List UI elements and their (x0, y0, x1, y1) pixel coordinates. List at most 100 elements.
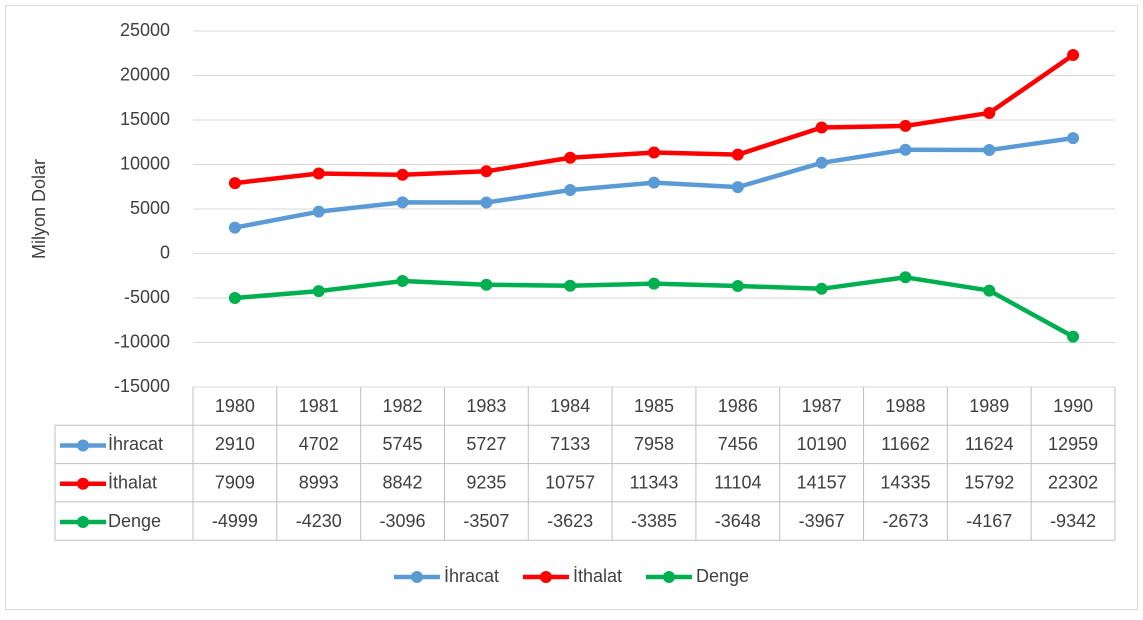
legend-key-marker (539, 571, 552, 583)
table-legend-key-marker (77, 477, 89, 490)
y-axis-label: Milyon Dolar (29, 159, 49, 259)
y-tick-label: 20000 (120, 64, 170, 84)
marker (396, 196, 409, 209)
marker (648, 277, 660, 290)
table-row-label: İhracat (108, 434, 163, 454)
table-cell: -3096 (380, 511, 426, 531)
marker (731, 181, 744, 194)
table-cell: 22302 (1048, 473, 1098, 493)
table-cell: 11624 (965, 434, 1014, 454)
table-cell: 11662 (881, 434, 930, 454)
table-cell: 7456 (718, 434, 758, 454)
marker (480, 165, 493, 178)
marker (228, 177, 241, 190)
table-cell: 7133 (550, 434, 590, 454)
legend-label: İhracat (444, 566, 499, 586)
x-tick-label: 1987 (802, 396, 842, 416)
x-tick-label: 1980 (215, 396, 255, 416)
x-tick-label: 1981 (299, 396, 339, 416)
table-cell: 11104 (714, 473, 761, 493)
x-tick-label: 1982 (383, 396, 423, 416)
table-cell: -3385 (631, 511, 677, 531)
marker (648, 146, 660, 159)
legend-key-marker (663, 571, 676, 583)
table-cell: -3648 (715, 511, 761, 531)
y-tick-label: 5000 (130, 198, 170, 218)
table-legend-key-marker (77, 439, 89, 452)
marker (564, 151, 577, 164)
x-tick-label: 1989 (969, 396, 1009, 416)
marker (1067, 49, 1080, 62)
marker (899, 119, 912, 132)
marker (564, 184, 577, 197)
y-tick-label: -10000 (114, 331, 170, 351)
marker (648, 176, 660, 189)
table-cell: 8993 (299, 473, 339, 493)
table-cell: 7909 (215, 473, 255, 493)
table-cell: 5727 (466, 434, 506, 454)
marker (480, 196, 493, 209)
chart-border (5, 5, 1138, 610)
table-cell: -9342 (1050, 511, 1096, 531)
legend-label: İthalat (573, 566, 622, 586)
x-tick-label: 1984 (550, 396, 590, 416)
marker (228, 291, 241, 304)
table-cell: 2910 (215, 434, 255, 454)
x-tick-label: 1985 (634, 396, 674, 416)
table-cell: 5745 (383, 434, 423, 454)
table-cell: -4230 (296, 511, 342, 531)
y-tick-label: -5000 (124, 287, 170, 307)
marker (480, 278, 493, 291)
table-cell: 15792 (964, 473, 1014, 493)
marker (564, 279, 577, 292)
table-cell: 4702 (299, 434, 339, 454)
marker (396, 168, 409, 181)
table-cell: -2673 (882, 511, 928, 531)
x-tick-label: 1983 (466, 396, 506, 416)
x-tick-label: 1990 (1053, 396, 1093, 416)
marker (731, 148, 744, 161)
marker (312, 285, 325, 298)
table-row-label: Denge (108, 511, 161, 531)
table-cell: 14157 (797, 473, 847, 493)
table-cell: -3967 (799, 511, 845, 531)
table-row-label: İthalat (108, 473, 157, 493)
marker (1067, 330, 1080, 343)
marker (815, 282, 828, 295)
y-tick-label: -15000 (114, 376, 170, 396)
x-tick-label: 1986 (718, 396, 758, 416)
marker (815, 156, 828, 169)
marker (983, 106, 996, 119)
marker (312, 167, 325, 180)
table-cell: -4167 (966, 511, 1012, 531)
table-cell: 9235 (466, 473, 506, 493)
marker (731, 279, 744, 292)
table-legend-key-marker (77, 516, 89, 529)
marker (1067, 132, 1080, 145)
y-tick-label: 0 (160, 242, 170, 262)
table-cell: 10757 (545, 473, 595, 493)
table-cell: 7958 (634, 434, 674, 454)
marker (312, 205, 325, 218)
marker (228, 221, 241, 234)
table-cell: -3507 (463, 511, 509, 531)
table-cell: 11343 (630, 473, 679, 493)
table-cell: -3623 (547, 511, 593, 531)
table-cell: 12959 (1048, 434, 1098, 454)
table-cell: 8842 (383, 473, 423, 493)
y-tick-label: 10000 (120, 153, 170, 173)
legend-label: Denge (696, 566, 749, 586)
table-cell: -4999 (212, 511, 258, 531)
marker (899, 143, 912, 156)
y-tick-label: 15000 (120, 109, 170, 129)
marker (983, 144, 996, 157)
marker (396, 275, 409, 288)
y-tick-label: 25000 (120, 20, 170, 40)
marker (815, 121, 828, 134)
marker (899, 271, 912, 284)
table-cell: 10190 (797, 434, 847, 454)
legend-key-marker (410, 571, 423, 583)
marker (983, 284, 996, 297)
table-cell: 14335 (880, 473, 930, 493)
